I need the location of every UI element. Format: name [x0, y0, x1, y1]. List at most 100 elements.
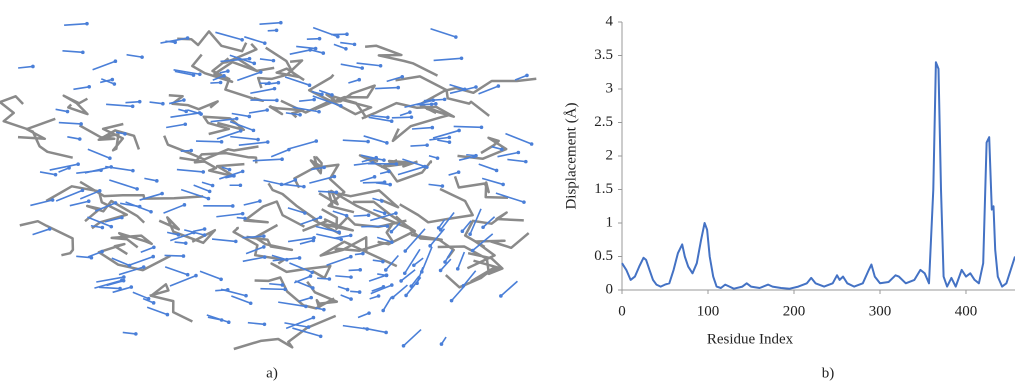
motion-arrow	[454, 126, 482, 127]
arrow-head	[302, 185, 306, 189]
arrow-head	[275, 99, 279, 103]
motion-arrow	[194, 185, 210, 191]
motion-arrow	[216, 214, 242, 217]
arrow-head	[396, 86, 400, 90]
motion-arrow	[383, 297, 391, 310]
arrow-head	[263, 322, 267, 326]
arrow-head	[135, 187, 139, 191]
y-tick-label: 4	[606, 13, 614, 29]
arrow-head	[522, 200, 526, 204]
arrow-head	[244, 294, 248, 298]
arrow-head	[497, 84, 501, 88]
arrow-head	[267, 81, 271, 85]
arrow-head	[31, 65, 35, 69]
motion-arrow	[62, 51, 82, 53]
arrow-head	[349, 297, 353, 301]
arrow-head	[192, 231, 196, 235]
arrow-head	[219, 81, 223, 85]
arrow-head	[321, 51, 325, 55]
arrow-head	[481, 225, 485, 229]
x-tick-label: 400	[955, 303, 978, 319]
motion-arrow	[429, 137, 449, 140]
arrow-head	[81, 189, 85, 193]
arrow-head	[118, 287, 122, 291]
motion-arrow	[375, 88, 398, 89]
arrow-head	[298, 256, 302, 260]
arrow-head	[333, 175, 337, 179]
arrow-head	[383, 211, 387, 215]
x-axis-label: Residue Index	[707, 331, 794, 347]
arrow-head	[425, 165, 429, 169]
motion-arrow	[479, 164, 497, 170]
arrow-head	[239, 183, 243, 187]
arrow-head	[517, 151, 521, 155]
motion-arrow	[283, 184, 304, 186]
arrow-head	[186, 36, 190, 40]
motion-arrow	[371, 116, 388, 118]
arrow-head	[434, 102, 438, 106]
arrow-head	[273, 87, 277, 91]
motion-arrow	[105, 167, 133, 171]
arrow-head	[111, 78, 115, 82]
arrow-head	[113, 82, 117, 86]
motion-arrow	[343, 140, 368, 141]
arrow-head	[182, 254, 186, 258]
arrow-head	[410, 115, 414, 119]
arrow-head	[211, 184, 215, 188]
motion-arrow	[341, 64, 362, 68]
motion-arrow	[501, 281, 518, 296]
motion-arrow	[242, 236, 263, 238]
arrow-head	[48, 227, 52, 231]
motion-arrow	[401, 270, 415, 281]
arrow-head	[345, 214, 349, 218]
arrow-head	[226, 69, 230, 73]
arrow-head	[220, 318, 224, 322]
arrow-head	[309, 274, 313, 278]
motion-arrow	[313, 28, 338, 37]
motion-arrow	[437, 140, 449, 142]
motion-arrow	[56, 109, 68, 111]
arrow-head	[227, 320, 231, 324]
y-tick-label: 3.5	[594, 47, 613, 63]
arrow-head	[480, 125, 484, 129]
motion-arrow	[333, 211, 347, 216]
arrow-head	[79, 122, 83, 126]
arrow-head	[358, 268, 362, 272]
arrow-head	[431, 98, 435, 102]
arrow-head	[262, 245, 266, 249]
motion-arrow	[165, 267, 188, 275]
arrow-head	[266, 140, 270, 144]
motion-arrow	[299, 100, 314, 102]
arrow-head	[474, 154, 478, 158]
arrow-head	[357, 78, 361, 82]
motion-arrow	[307, 39, 320, 40]
arrow-head	[409, 284, 413, 288]
arrow-head	[129, 285, 133, 289]
arrow-head	[415, 281, 419, 285]
arrow-head	[87, 85, 91, 89]
motion-arrow	[129, 257, 154, 266]
y-tick-label: 3	[606, 80, 614, 96]
arrow-head	[457, 129, 461, 133]
motion-arrow	[458, 252, 465, 269]
motion-arrow	[133, 292, 149, 298]
arrow-head	[431, 126, 435, 130]
arrow-head	[114, 59, 118, 63]
arrow-head	[530, 142, 534, 146]
arrow-head	[161, 102, 165, 106]
arrow-head	[314, 47, 318, 51]
arrow-head	[186, 273, 190, 277]
arrow-head	[377, 294, 381, 298]
motion-arrow	[30, 200, 52, 205]
arrow-head	[328, 277, 332, 281]
y-tick-label: 0.5	[594, 248, 613, 264]
motion-arrow	[232, 114, 250, 117]
arrow-head	[222, 74, 226, 78]
motion-arrow	[18, 66, 33, 68]
arrow-head	[312, 98, 316, 102]
motion-arrow	[371, 285, 392, 294]
arrow-head	[243, 217, 247, 221]
arrow-head	[108, 156, 112, 160]
motion-arrow	[507, 159, 525, 161]
arrow-head	[177, 233, 181, 237]
